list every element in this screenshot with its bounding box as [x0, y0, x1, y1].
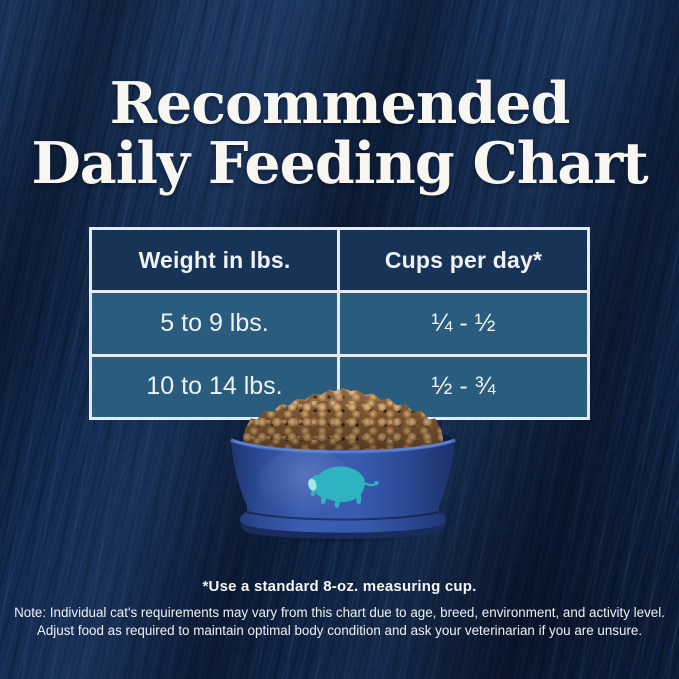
column-header-cups: Cups per day* [340, 230, 587, 290]
cell-weight-row-1: 5 to 9 lbs. [92, 293, 337, 354]
cell-cups-row-1: ¼ - ½ [340, 293, 587, 354]
page-title: Recommended Daily Feeding Chart [0, 70, 679, 198]
column-header-weight: Weight in lbs. [92, 230, 337, 290]
title-line-1: Recommended [109, 70, 571, 137]
disclaimer-note: Note: Individual cat's requirements may … [0, 604, 679, 639]
title-line-2: Daily Feeding Chart [31, 130, 648, 198]
bowl-base [240, 523, 446, 539]
cell-cups-row-2: ½ - ¾ [340, 356, 587, 417]
note-line-2: Adjust food as required to maintain opti… [36, 622, 643, 638]
feeding-table: Weight in lbs. Cups per day* 5 to 9 lbs.… [89, 227, 590, 420]
pet-food-bowl [230, 438, 456, 539]
buffalo-icon [307, 466, 379, 508]
note-line-1: Note: Individual cat's requirements may … [14, 605, 665, 620]
footnote: *Use a standard 8-oz. measuring cup. [202, 578, 477, 595]
